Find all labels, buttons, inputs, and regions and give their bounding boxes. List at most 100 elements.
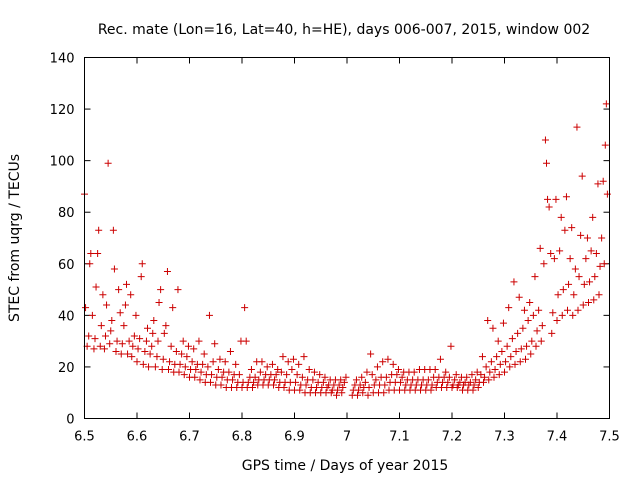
data-point	[482, 363, 490, 371]
data-point	[499, 319, 507, 327]
data-point	[134, 345, 142, 353]
data-point	[155, 298, 163, 306]
data-point	[355, 386, 363, 394]
data-point	[544, 195, 552, 203]
data-point	[359, 389, 367, 397]
data-point	[503, 342, 511, 350]
data-point	[533, 327, 541, 335]
data-point	[178, 350, 186, 358]
data-point	[535, 306, 543, 314]
data-point	[153, 353, 161, 361]
x-tick-label: 6.8	[232, 430, 253, 445]
data-point	[125, 337, 133, 345]
data-point	[121, 301, 129, 309]
data-point	[543, 159, 550, 167]
data-point	[356, 381, 364, 389]
data-point	[514, 329, 522, 337]
data-point	[564, 306, 571, 314]
data-point	[279, 353, 287, 361]
data-point	[590, 296, 598, 304]
data-point	[598, 234, 606, 242]
data-point	[363, 368, 371, 376]
data-point	[599, 177, 607, 185]
data-point	[249, 384, 256, 392]
y-axis-label: STEC from uqrg / TECUs	[7, 154, 23, 322]
data-point	[280, 384, 288, 392]
data-point	[536, 244, 544, 252]
data-point	[594, 180, 602, 188]
data-point	[284, 358, 292, 366]
data-point	[108, 317, 116, 325]
data-point	[502, 358, 510, 366]
data-point	[602, 100, 610, 108]
data-point	[477, 371, 485, 379]
data-point	[352, 376, 360, 384]
data-point	[142, 337, 150, 345]
data-point	[452, 371, 460, 379]
data-point	[117, 350, 125, 358]
axis-ticks: 6.5 6.6 6.7 6.8 6.9 7 7.1 7.2 7.3 7.4 7.5 0 20 40 60 80…	[50, 52, 620, 445]
data-point	[146, 350, 154, 358]
data-point	[427, 386, 435, 394]
data-point	[340, 378, 348, 386]
data-point	[498, 347, 506, 355]
data-point	[141, 347, 149, 355]
data-point	[289, 355, 297, 363]
data-point	[529, 311, 537, 319]
data-point	[107, 327, 115, 335]
data-point	[184, 342, 192, 350]
data-point	[88, 311, 96, 319]
data-point	[561, 226, 569, 234]
y-tick-label: 100	[50, 155, 75, 170]
data-point	[587, 247, 595, 255]
data-point	[548, 329, 556, 337]
data-point	[506, 363, 514, 371]
data-point	[442, 368, 450, 376]
data-point	[516, 358, 524, 366]
data-point	[495, 371, 503, 379]
data-point	[139, 360, 147, 368]
data-point	[97, 322, 105, 330]
data-point	[263, 363, 271, 371]
data-point	[124, 350, 132, 358]
data-point	[235, 371, 243, 379]
data-point	[381, 381, 389, 389]
data-point	[91, 335, 99, 343]
data-point	[292, 378, 300, 386]
data-point	[174, 286, 182, 294]
data-point	[393, 371, 401, 379]
data-point	[574, 306, 582, 314]
data-point	[132, 311, 140, 319]
data-point	[592, 249, 600, 257]
data-point	[207, 378, 214, 386]
x-axis-label: GPS time / Days of year 2015	[242, 458, 449, 474]
data-point	[532, 342, 540, 350]
data-point	[298, 373, 306, 381]
data-point	[472, 376, 480, 384]
x-tick-label: 6.7	[179, 430, 200, 445]
data-point	[319, 378, 327, 386]
data-point	[321, 373, 329, 381]
data-point	[302, 381, 310, 389]
data-point	[188, 358, 196, 366]
data-point	[565, 280, 573, 288]
data-point	[445, 373, 453, 381]
data-point	[334, 386, 342, 394]
data-point	[451, 376, 459, 384]
data-point	[569, 311, 577, 319]
data-point	[578, 172, 586, 180]
data-point	[145, 363, 153, 371]
data-point	[528, 337, 536, 345]
data-point	[466, 378, 474, 386]
data-point	[258, 358, 266, 366]
x-tick-label: 6.6	[127, 430, 148, 445]
x-tick-label: 7.5	[599, 430, 620, 445]
data-point	[85, 332, 93, 340]
data-point	[190, 345, 198, 353]
data-point	[229, 376, 237, 384]
data-point	[176, 360, 184, 368]
data-point	[559, 286, 567, 294]
data-point	[226, 347, 234, 355]
data-point	[558, 311, 566, 319]
data-point	[382, 373, 390, 381]
